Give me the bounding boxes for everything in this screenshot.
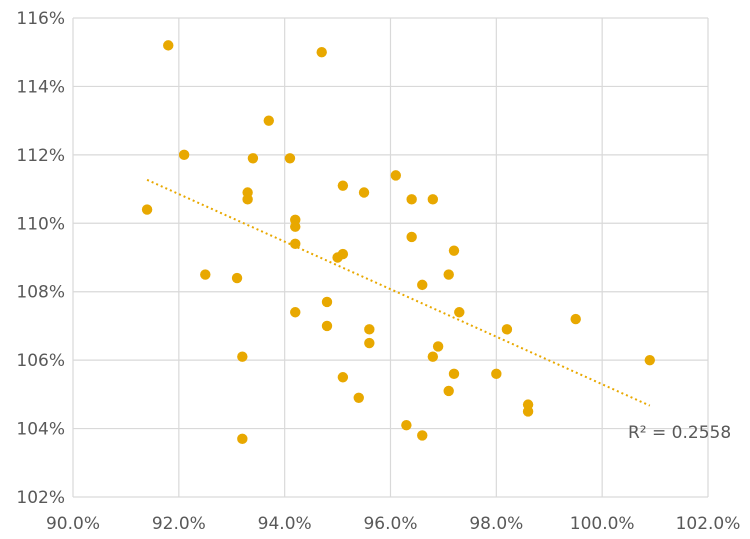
data-point xyxy=(337,180,349,191)
data-point xyxy=(284,153,296,164)
data-point xyxy=(290,238,301,250)
data-point xyxy=(321,296,333,308)
y-tick-label: 116% xyxy=(16,9,65,29)
data-point xyxy=(237,433,248,445)
x-tick-label: 94.0% xyxy=(258,514,312,534)
y-tick-label: 108% xyxy=(16,283,65,303)
y-tick-label: 106% xyxy=(16,351,65,371)
data-point xyxy=(332,252,343,263)
x-tick-label: 92.0% xyxy=(152,514,206,534)
data-point xyxy=(290,221,301,232)
data-point xyxy=(443,269,454,280)
data-point xyxy=(406,231,417,243)
data-point xyxy=(364,324,375,335)
data-point xyxy=(427,194,439,205)
data-point xyxy=(337,372,349,383)
data-point xyxy=(406,194,417,205)
y-tick-label: 104% xyxy=(16,420,65,440)
data-point xyxy=(491,368,502,380)
data-point xyxy=(644,354,655,366)
x-tick-label: 98.0% xyxy=(469,514,523,534)
data-points xyxy=(141,40,655,445)
data-point xyxy=(364,337,375,349)
data-point xyxy=(358,187,370,198)
y-tick-label: 112% xyxy=(16,146,65,166)
data-point xyxy=(448,368,460,380)
x-tick-label: 90.0% xyxy=(46,514,100,534)
data-point xyxy=(353,392,364,403)
x-tick-label: 102.0% xyxy=(676,514,741,534)
data-point xyxy=(247,153,259,164)
data-point xyxy=(200,269,211,280)
data-point xyxy=(163,40,174,51)
x-tick-label: 100.0% xyxy=(570,514,635,534)
data-point xyxy=(427,351,439,362)
data-point xyxy=(242,194,253,205)
data-point xyxy=(417,430,428,441)
data-point xyxy=(417,279,428,291)
gridlines xyxy=(72,17,709,498)
data-point xyxy=(178,149,190,161)
data-point xyxy=(522,406,534,417)
data-point xyxy=(448,245,460,256)
data-point xyxy=(231,272,243,284)
data-point xyxy=(401,419,412,431)
trendline xyxy=(146,178,651,407)
data-point xyxy=(570,313,581,325)
data-point xyxy=(454,307,465,318)
y-tick-label: 110% xyxy=(16,214,65,234)
y-tick-label: 102% xyxy=(16,488,65,508)
data-point xyxy=(501,324,513,335)
data-point xyxy=(237,351,248,362)
x-axis-tick-labels: 90.0% 92.0% 94.0% 96.0% 98.0% 100.0% 102.0% xyxy=(46,514,740,534)
data-point xyxy=(432,341,444,352)
data-point xyxy=(290,307,301,318)
data-point xyxy=(390,170,401,181)
data-point xyxy=(321,320,333,332)
x-tick-label: 96.0% xyxy=(363,514,417,534)
data-point xyxy=(443,385,454,397)
r-squared-annotation: R² = 0.2558 xyxy=(628,423,731,443)
data-point xyxy=(141,204,153,215)
data-point xyxy=(263,115,274,126)
y-tick-label: 114% xyxy=(16,77,65,97)
data-point xyxy=(316,47,327,58)
y-axis-tick-labels: 102% 104% 106% 108% 110% 112% 114% 116% xyxy=(16,9,65,508)
